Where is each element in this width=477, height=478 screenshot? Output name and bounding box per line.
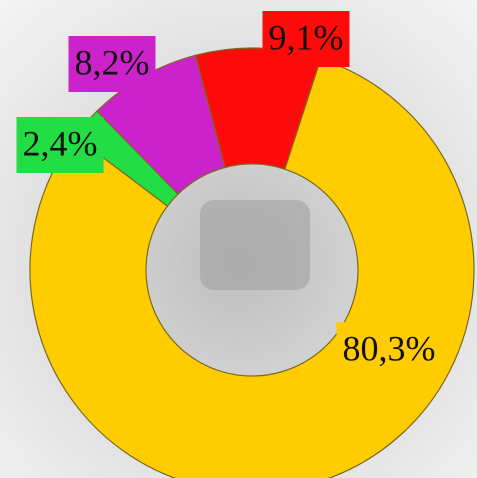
data-label: 2,4% <box>23 123 98 163</box>
labels: 80,3% 2,4% 8,2% 9,1% <box>16 11 442 378</box>
label-background <box>16 117 104 173</box>
background-key <box>200 200 310 290</box>
label-background <box>336 322 442 378</box>
label-background <box>262 11 350 67</box>
data-label: 9,1% <box>269 17 344 57</box>
data-label: 8,2% <box>75 42 150 82</box>
label-background <box>68 36 156 92</box>
data-label: 80,3% <box>343 328 436 368</box>
